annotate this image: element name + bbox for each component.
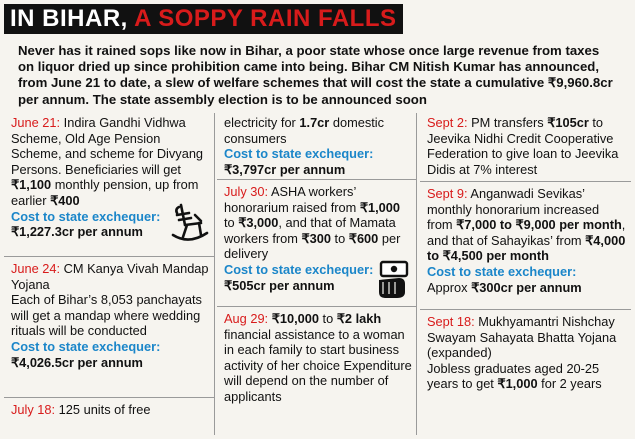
entry-date: Sept 18: [427, 314, 475, 329]
column-2: electricity for 1.7cr domestic consumers… [217, 113, 416, 435]
entry-june-21: June 21: Indira Gandhi Vidhwa Scheme, Ol… [11, 115, 209, 240]
entry-text: per delivery [224, 230, 401, 262]
entry-july-30: July 30: ASHA workers’ honorarium raised… [224, 184, 414, 293]
column-3: Sept 2: PM transfers ₹105cr to Jeevika N… [420, 113, 631, 435]
entry-amount: ₹400 [50, 192, 80, 208]
cost-value: ₹1,227.3cr per annum [11, 224, 143, 240]
entry-text: for 2 years [537, 376, 602, 392]
entry-amount: ₹3,000 [238, 215, 279, 231]
entry-july-18: July 18: 125 units of free [11, 402, 209, 418]
intro-paragraph: Never has it rained sops like now in Bih… [18, 43, 613, 107]
money-hand-icon [379, 260, 409, 298]
entry-text: CM Kanya Vivah Mandap Yojana [11, 261, 209, 292]
entry-sept-2: Sept 2: PM transfers ₹105cr to Jeevika N… [427, 115, 627, 177]
cost-value: ₹300cr per annum [471, 279, 582, 295]
entry-text: to [331, 230, 349, 246]
entry-sept-18: Sept 18: Mukhyamantri Nishchay Swayam Sa… [427, 314, 627, 392]
entry-text: electricity for [224, 115, 300, 130]
entry-july-18-cont: electricity for 1.7cr domestic consumers… [224, 115, 414, 177]
cost-label: Cost to state exchequer: [224, 146, 374, 162]
entry-date: Aug 29: [224, 311, 269, 326]
headline-box: IN BIHAR, A SOPPY RAIN FALLS [4, 4, 403, 34]
entry-divider [420, 309, 631, 310]
cost-value: ₹505cr per annum [224, 277, 335, 293]
entry-text: PM transfers [467, 115, 548, 130]
column-divider [214, 113, 215, 435]
column-1: June 21: Indira Gandhi Vidhwa Scheme, Ol… [4, 113, 214, 435]
entry-text: Jobless graduates aged 20-25 years to ge… [427, 360, 600, 392]
entry-text: to [318, 311, 337, 326]
entry-amount: 1.7cr [299, 115, 330, 130]
headline-part2: A SOPPY RAIN FALLS [127, 5, 397, 32]
entry-amount: ₹4,000 to ₹4,500 per month [427, 232, 626, 264]
cost-label: Cost to state exchequer: [11, 338, 161, 354]
cost-value: ₹3,797cr per annum [224, 161, 346, 177]
entry-amount: ₹1,100 [11, 177, 52, 193]
headline-part1: IN BIHAR, [10, 5, 128, 32]
entry-aug-29: Aug 29: ₹10,000 to ₹2 lakh financial ass… [224, 311, 414, 405]
cost-prefix: Approx [427, 279, 472, 295]
entry-divider [4, 256, 214, 257]
entry-text: Indira Gandhi Vidhwa Scheme, Old Age Pen… [11, 115, 204, 177]
entry-text: financial assistance to a woman in each … [224, 326, 412, 404]
entry-amount: ₹105cr [547, 115, 589, 130]
entry-date: Sept 9: [427, 186, 468, 201]
entry-text: domestic consumers [224, 115, 385, 146]
entry-divider [217, 306, 416, 307]
entry-amount: ₹1,000 [497, 376, 538, 392]
cost-value: ₹4,026.5cr per annum [11, 354, 143, 370]
entry-text: ASHA workers’ honorarium raised from [224, 184, 360, 215]
entry-amount: ₹1,000 [359, 199, 401, 215]
rocking-chair-icon [171, 203, 209, 241]
entry-text: monthly pension, up from earlier [11, 177, 199, 208]
headline: IN BIHAR, A SOPPY RAIN FALLS [4, 4, 403, 34]
entry-date: Sept 2: [427, 115, 468, 130]
entry-divider [217, 179, 416, 180]
entry-text: Mukhyamantri Nishchay Swayam Sahayata Bh… [427, 314, 617, 361]
entry-text: , and that of Mamata workers from [224, 215, 396, 246]
entry-june-24: June 24: CM Kanya Vivah Mandap Yojana Ea… [11, 261, 209, 370]
entry-text: Anganwadi Sevikas’ monthly honorarium in… [427, 186, 600, 233]
schemes-grid: June 21: Indira Gandhi Vidhwa Scheme, Ol… [4, 113, 631, 435]
entry-amount: ₹2 lakh [336, 311, 382, 326]
cost-label: Cost to state exchequer: [11, 208, 161, 224]
entry-amount: ₹300 [301, 230, 332, 246]
column-divider [416, 113, 417, 435]
entry-date: July 30: [224, 184, 269, 199]
entry-text: to [224, 215, 239, 231]
cost-label: Cost to state exchequer: [427, 263, 577, 279]
entry-text: to Jeevika Nidhi Credit Cooperative Fede… [427, 115, 619, 177]
cost-label: Cost to state exchequer: [224, 261, 374, 277]
entry-date: July 18: [11, 402, 56, 417]
entry-text: Each of Bihar’s 8,053 panchayats will ge… [11, 292, 202, 339]
entry-date: June 24: [11, 261, 61, 276]
entry-sept-9: Sept 9: Anganwadi Sevikas’ monthly honor… [427, 186, 627, 295]
entry-amount: ₹7,000 to ₹9,000 per month [456, 217, 622, 233]
entry-divider [4, 397, 214, 398]
entry-text: , and that of Sahayikas’ from [427, 217, 626, 248]
entry-amount: ₹10,000 [271, 311, 319, 326]
entry-date: June 21: [11, 115, 61, 130]
entry-amount: ₹600 [348, 230, 379, 246]
entry-divider [420, 181, 631, 182]
entry-text: 125 units of free [55, 402, 151, 417]
